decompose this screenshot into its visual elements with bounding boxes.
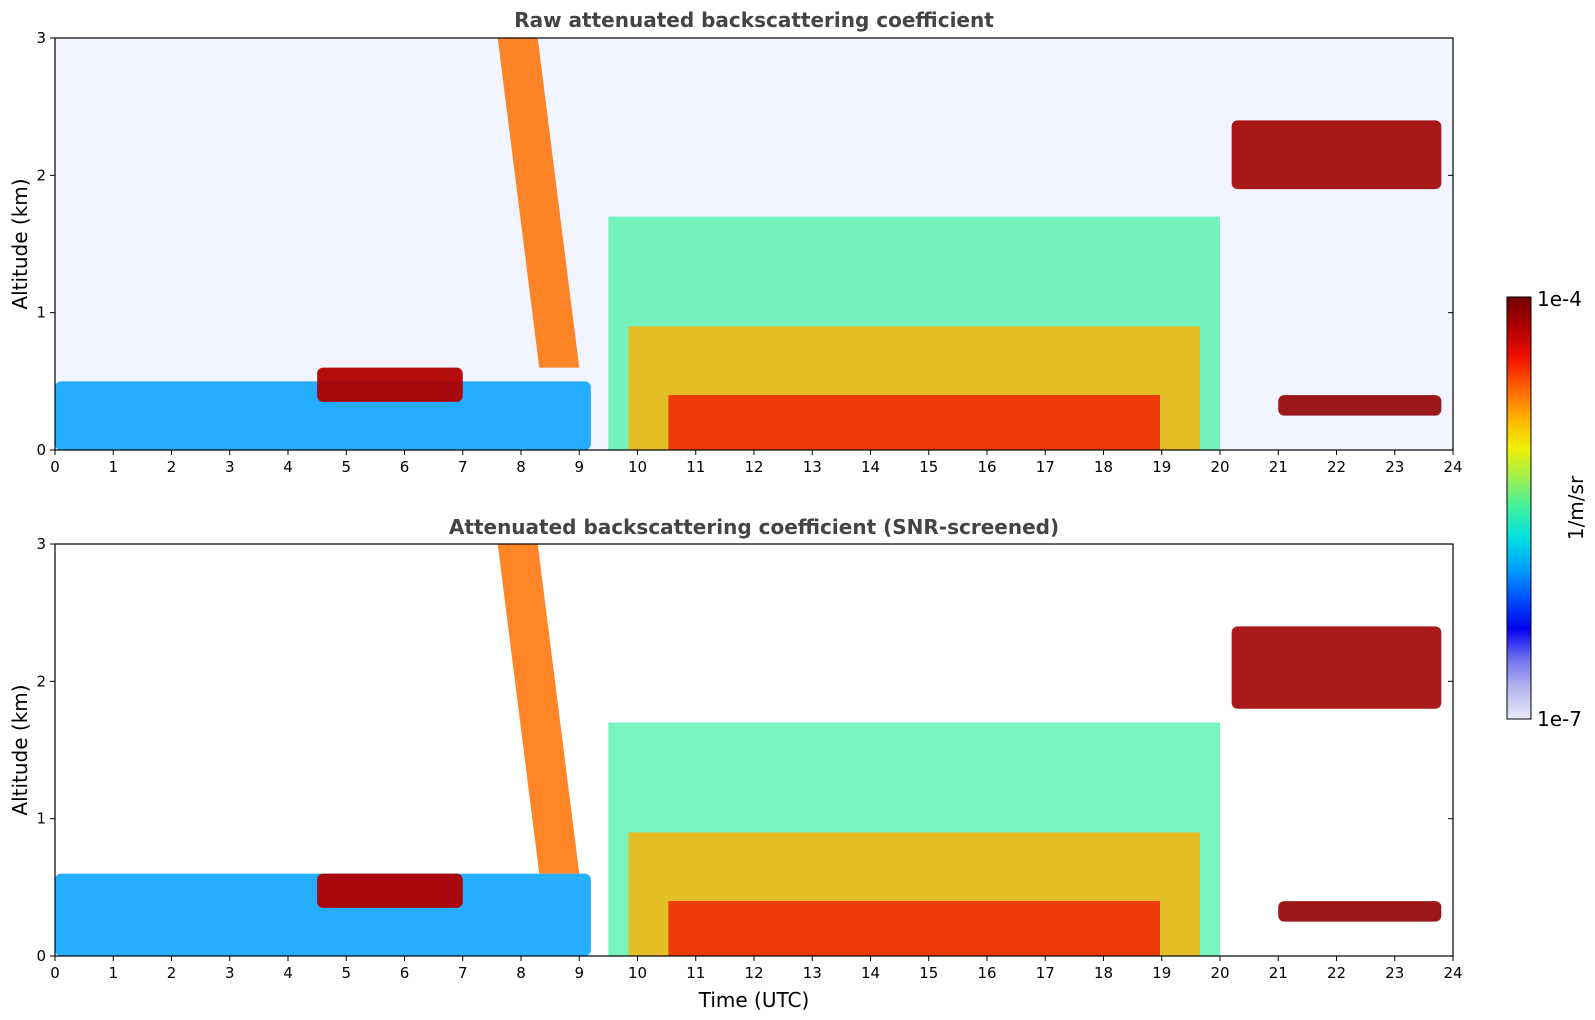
colorbar-bar: [1506, 296, 1532, 720]
x-tick-label: 18: [1094, 458, 1113, 476]
y-tick-label: 3: [36, 29, 46, 47]
x-tick-label: 14: [861, 964, 880, 982]
x-tick-label: 1: [108, 964, 118, 982]
x-tick-label: 3: [225, 964, 235, 982]
x-tick-label: 16: [977, 964, 996, 982]
x-tick-label: 4: [283, 458, 293, 476]
panel-snr-ylabel: Altitude (km): [8, 684, 32, 815]
panel-raw: Raw attenuated backscattering coefficien…: [8, 8, 1463, 476]
x-tick-label: 6: [400, 964, 410, 982]
x-tick-label: 13: [803, 964, 822, 982]
heatmap-feature-cloud_base: [1278, 395, 1442, 416]
heatmap-feature-rain_streak: [497, 544, 580, 874]
x-tick-label: 17: [1036, 458, 1055, 476]
x-tick-label: 13: [803, 458, 822, 476]
x-tick-label: 14: [861, 458, 880, 476]
panel-raw-ylabel: Altitude (km): [8, 178, 32, 309]
x-tick-label: 2: [167, 458, 177, 476]
panel-snr-heatmap: [55, 544, 1442, 956]
panel-snr-xlabel: Time (UTC): [698, 988, 810, 1012]
y-tick-label: 2: [36, 672, 46, 690]
heatmap-feature-cloud_base: [1278, 901, 1442, 922]
heatmap-feature-cloud_layer: [1231, 120, 1442, 190]
colorbar-max-label: 1e-4: [1537, 287, 1582, 311]
x-tick-label: 15: [919, 964, 938, 982]
x-tick-label: 4: [283, 964, 293, 982]
x-tick-label: 20: [1210, 458, 1229, 476]
x-tick-label: 24: [1443, 458, 1462, 476]
heatmap-feature-mixed_layer-core: [668, 395, 1160, 450]
x-tick-label: 7: [458, 964, 468, 982]
panel-raw-title: Raw attenuated backscattering coefficien…: [514, 8, 994, 32]
x-tick-label: 23: [1385, 458, 1404, 476]
x-tick-label: 16: [977, 458, 996, 476]
y-tick-label: 2: [36, 166, 46, 184]
heatmap-feature-aerosol_layer: [317, 873, 463, 908]
x-tick-label: 9: [574, 964, 584, 982]
colorbar-min-label: 1e-7: [1537, 707, 1582, 731]
heatmap-feature-aerosol_layer: [317, 367, 463, 402]
x-tick-label: 21: [1269, 458, 1288, 476]
heatmap-feature-rain_streak: [497, 38, 580, 368]
heatmap-feature-cloud_layer: [1231, 626, 1442, 709]
x-tick-label: 8: [516, 964, 526, 982]
x-tick-label: 0: [50, 964, 60, 982]
x-tick-label: 12: [744, 964, 763, 982]
panel-raw-x-ticks: 0 1 2 3 4 5 6 7 8 9 10 11 12 13 14 15 16 17 18 19 20 21 22 23 24: [50, 450, 1463, 476]
x-tick-label: 18: [1094, 964, 1113, 982]
x-tick-label: 8: [516, 458, 526, 476]
x-tick-label: 10: [628, 964, 647, 982]
x-tick-label: 2: [167, 964, 177, 982]
x-tick-label: 5: [341, 964, 351, 982]
x-tick-label: 6: [400, 458, 410, 476]
colorbar: 1e-4 1e-7 1/m/sr: [1506, 287, 1588, 731]
x-tick-label: 9: [574, 458, 584, 476]
panel-raw-heatmap: [55, 38, 1453, 450]
panel-snr-x-ticks: 0 1 2 3 4 5 6 7 8 9 10 11 12 13 14 15 16 17 18 19 20 21 22 23 24: [50, 956, 1463, 982]
panel-snr: Attenuated backscattering coefficient (S…: [8, 515, 1463, 1012]
panel-raw-y-ticks: 0 1 2 3: [36, 29, 1453, 459]
heatmap-feature-mixed_layer-core: [668, 901, 1160, 956]
x-tick-label: 17: [1036, 964, 1055, 982]
x-tick-label: 12: [744, 458, 763, 476]
panel-snr-title: Attenuated backscattering coefficient (S…: [449, 515, 1059, 539]
panel-snr-y-ticks: 0 1 2 3: [36, 535, 1453, 965]
y-tick-label: 0: [36, 441, 46, 459]
x-tick-label: 22: [1327, 458, 1346, 476]
x-tick-label: 10: [628, 458, 647, 476]
x-tick-label: 0: [50, 458, 60, 476]
x-tick-label: 11: [686, 458, 705, 476]
colorbar-unit-label: 1/m/sr: [1564, 475, 1588, 540]
x-tick-label: 15: [919, 458, 938, 476]
x-tick-label: 1: [108, 458, 118, 476]
x-tick-label: 11: [686, 964, 705, 982]
x-tick-label: 22: [1327, 964, 1346, 982]
x-tick-label: 21: [1269, 964, 1288, 982]
x-tick-label: 19: [1152, 964, 1171, 982]
y-tick-label: 3: [36, 535, 46, 553]
x-tick-label: 3: [225, 458, 235, 476]
y-tick-label: 1: [36, 810, 46, 828]
x-tick-label: 7: [458, 458, 468, 476]
x-tick-label: 19: [1152, 458, 1171, 476]
x-tick-label: 5: [341, 458, 351, 476]
y-tick-label: 1: [36, 304, 46, 322]
x-tick-label: 23: [1385, 964, 1404, 982]
x-tick-label: 24: [1443, 964, 1462, 982]
x-tick-label: 20: [1210, 964, 1229, 982]
y-tick-label: 0: [36, 947, 46, 965]
